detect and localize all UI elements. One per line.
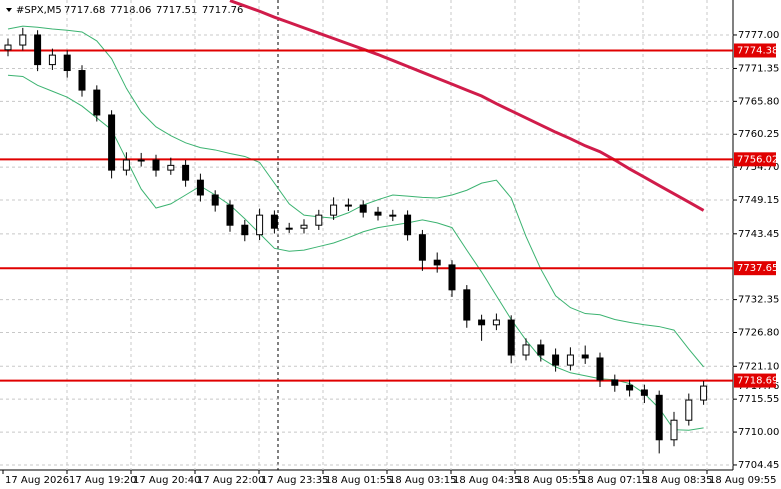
candle-body [655,394,663,441]
candle-body [256,214,264,236]
level-label-bg [734,43,776,58]
candle-body [596,357,604,381]
candle-body [404,214,412,236]
y-tick-label: 7777.00 [738,30,779,41]
candle-body [507,319,515,356]
candle-body [492,319,500,326]
y-tick-label: 7754.70 [738,162,779,173]
candle-body [463,289,471,321]
quote-open: 7717.68 [64,5,105,16]
candle-body [374,211,382,216]
y-tick-label: 7749.15 [738,195,779,206]
candle-body [93,89,101,116]
candle-body [300,224,308,229]
candle-body [670,419,678,441]
x-tick-label: 18 Aug 09:55 [709,475,776,486]
candle-body [285,227,293,230]
level-label: 7718.69 [737,376,778,387]
candle-body [581,354,589,359]
y-tick-label: 7743.45 [738,229,779,240]
y-tick-label: 7710.00 [738,427,779,438]
candle-body [226,204,234,226]
x-tick-label: 17 Aug 19:20 [69,475,136,486]
candle-body [122,159,130,171]
candle-body [611,379,619,386]
candle-body [685,399,693,421]
x-tick-label: 17 Aug 20:40 [133,475,200,486]
level-label: 7756.02 [737,154,778,165]
y-tick-label: 7704.45 [738,460,779,471]
x-tick-label: 17 Aug 2026 [5,475,69,486]
candle-body [4,44,12,51]
y-tick-label: 7726.80 [738,327,779,338]
candle-body [211,194,219,206]
y-tick-label: 7715.55 [738,394,779,405]
x-tick-label: 18 Aug 07:15 [581,475,648,486]
candle-body [315,214,323,226]
y-tick-label: 7765.80 [738,96,779,107]
level-label-bg [734,152,776,167]
candle-body [433,259,441,266]
x-tick-label: 17 Aug 23:35 [261,475,328,486]
candle-body [330,204,338,216]
x-tick-label: 18 Aug 03:15 [389,475,456,486]
quote-close: 7717.76 [202,5,243,16]
candle-body [137,159,145,162]
y-tick-label: 7760.25 [738,129,779,140]
candle-body [34,34,42,66]
candle-body [182,164,190,181]
candle-body [418,234,426,261]
moving-average [229,0,705,212]
candle-body [19,34,27,46]
candle-body [359,204,367,213]
candle-body [552,354,560,366]
y-tick-label: 7732.35 [738,295,779,306]
candle-body [522,344,530,356]
x-tick-label: 18 Aug 05:55 [517,475,584,486]
y-tick-label: 7721.10 [738,361,779,372]
candle-body [640,389,648,396]
level-label: 7737.65 [737,263,778,274]
candle-body [626,384,634,391]
candle-body [167,164,175,171]
upper-band [7,25,704,368]
quote-high: 7718.06 [110,5,151,16]
x-tick-label: 17 Aug 22:00 [197,475,264,486]
candle-body [48,54,56,66]
candle-body [108,114,116,171]
symbol: #SPX,M5 [16,5,62,16]
candle-body [478,319,486,326]
level-label: 7774.38 [737,45,778,56]
candle-body [448,264,456,291]
candle-body [389,214,397,217]
candle-body [241,224,249,236]
candle-body [566,354,574,366]
quote-low: 7717.51 [156,5,197,16]
level-label-bg [734,261,776,276]
x-tick-label: 18 Aug 04:35 [453,475,520,486]
x-tick-label: 18 Aug 01:55 [325,475,392,486]
candle-body [344,204,352,207]
candle-body [196,179,204,196]
candle-body [700,385,708,401]
candle-body [537,344,545,356]
menu-arrow[interactable] [6,8,12,12]
candle-body [270,214,278,229]
level-label-bg [734,373,776,388]
lower-band [7,74,704,431]
candle-body [78,70,86,91]
y-tick-label: 7771.35 [738,63,779,74]
x-tick-label: 18 Aug 08:35 [645,475,712,486]
candle-body [63,54,71,72]
candle-body [152,159,160,171]
